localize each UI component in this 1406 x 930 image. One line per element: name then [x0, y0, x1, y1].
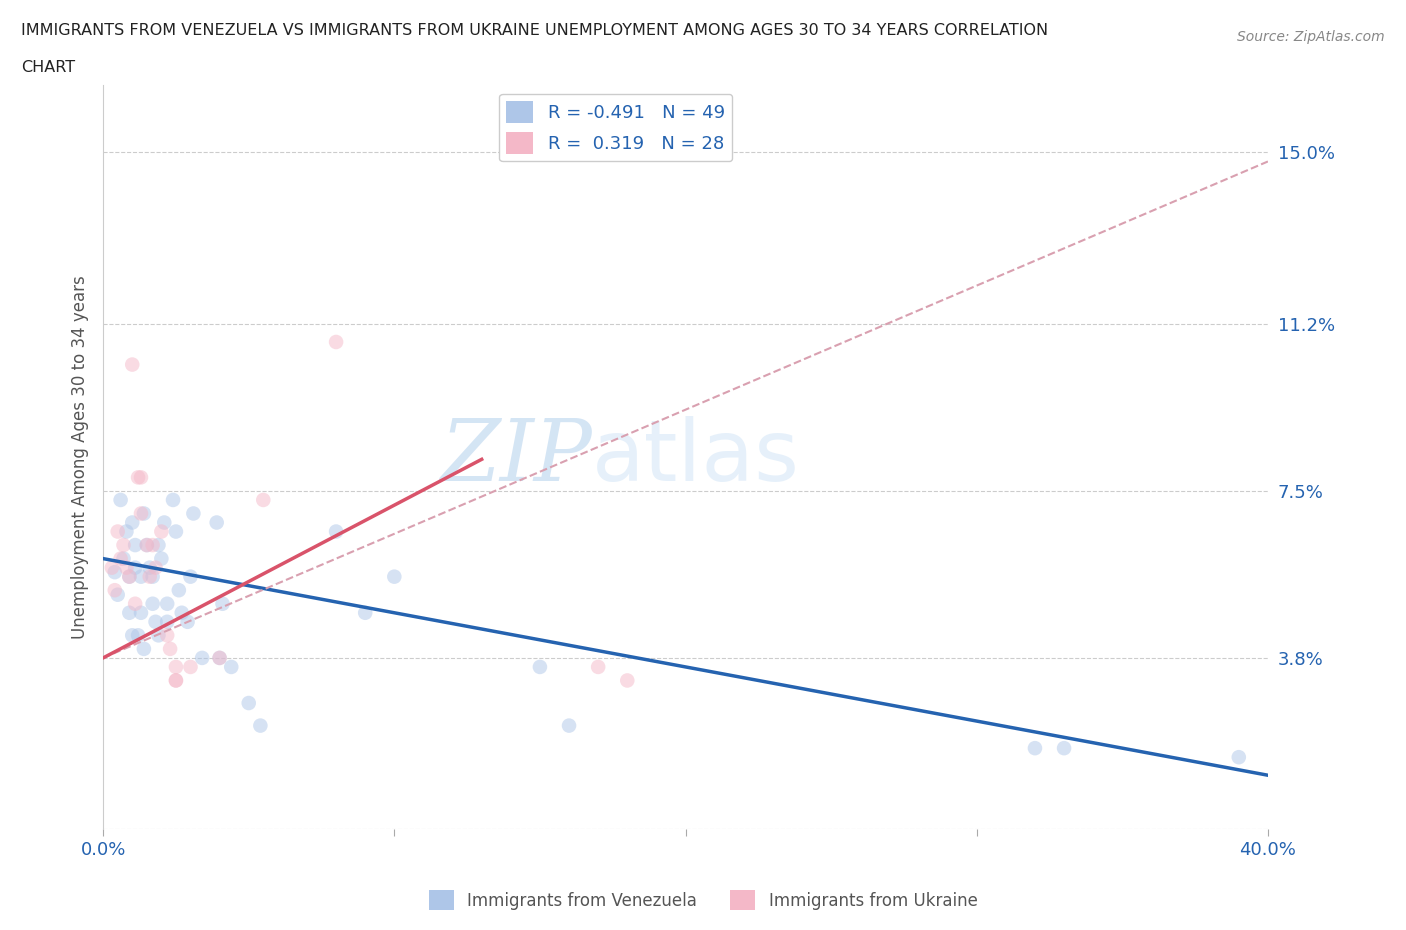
- Point: [159, 642, 181, 657]
- Point: [191, 650, 214, 665]
- Point: [107, 587, 129, 602]
- Point: [118, 605, 141, 620]
- Point: [208, 650, 231, 665]
- Point: [252, 493, 274, 508]
- Point: [142, 596, 165, 611]
- Point: [138, 569, 160, 584]
- Point: [104, 583, 127, 598]
- Point: [129, 569, 152, 584]
- Text: atlas: atlas: [592, 416, 800, 498]
- Point: [179, 569, 201, 584]
- Text: Source: ZipAtlas.com: Source: ZipAtlas.com: [1237, 30, 1385, 44]
- Point: [132, 506, 155, 521]
- Point: [156, 596, 179, 611]
- Point: [205, 515, 228, 530]
- Point: [179, 659, 201, 674]
- Point: [558, 718, 581, 733]
- Point: [110, 493, 132, 508]
- Point: [135, 538, 157, 552]
- Point: [165, 525, 187, 539]
- Point: [107, 525, 129, 539]
- Point: [183, 506, 205, 521]
- Point: [138, 560, 160, 575]
- Point: [118, 569, 141, 584]
- Point: [101, 560, 124, 575]
- Point: [382, 569, 405, 584]
- Point: [165, 673, 187, 688]
- Point: [121, 357, 143, 372]
- Point: [1227, 750, 1250, 764]
- Point: [132, 642, 155, 657]
- Point: [142, 569, 165, 584]
- Point: [124, 538, 146, 552]
- Point: [325, 525, 347, 539]
- Point: [156, 615, 179, 630]
- Point: [1053, 740, 1076, 755]
- Point: [129, 470, 152, 485]
- Point: [104, 565, 127, 579]
- Point: [176, 615, 198, 630]
- Point: [167, 583, 190, 598]
- Legend: R = -0.491   N = 49, R =  0.319   N = 28: R = -0.491 N = 49, R = 0.319 N = 28: [499, 94, 733, 161]
- Text: ZIP: ZIP: [440, 416, 592, 498]
- Point: [129, 506, 152, 521]
- Point: [142, 538, 165, 552]
- Point: [115, 560, 138, 575]
- Point: [616, 673, 638, 688]
- Point: [162, 493, 184, 508]
- Point: [208, 650, 231, 665]
- Point: [325, 335, 347, 350]
- Point: [127, 628, 149, 643]
- Point: [121, 515, 143, 530]
- Point: [150, 525, 173, 539]
- Point: [115, 525, 138, 539]
- Point: [219, 659, 242, 674]
- Point: [148, 538, 170, 552]
- Point: [148, 628, 170, 643]
- Point: [112, 551, 135, 566]
- Y-axis label: Unemployment Among Ages 30 to 34 years: Unemployment Among Ages 30 to 34 years: [72, 275, 89, 639]
- Point: [211, 596, 233, 611]
- Point: [249, 718, 271, 733]
- Point: [110, 551, 132, 566]
- Point: [529, 659, 551, 674]
- Point: [170, 605, 193, 620]
- Point: [124, 560, 146, 575]
- Point: [586, 659, 609, 674]
- Text: CHART: CHART: [21, 60, 75, 75]
- Point: [145, 615, 167, 630]
- Point: [121, 628, 143, 643]
- Text: IMMIGRANTS FROM VENEZUELA VS IMMIGRANTS FROM UKRAINE UNEMPLOYMENT AMONG AGES 30 : IMMIGRANTS FROM VENEZUELA VS IMMIGRANTS …: [21, 23, 1049, 38]
- Point: [118, 569, 141, 584]
- Point: [127, 470, 149, 485]
- Point: [129, 605, 152, 620]
- Point: [354, 605, 377, 620]
- Legend: Immigrants from Venezuela, Immigrants from Ukraine: Immigrants from Venezuela, Immigrants fr…: [422, 884, 984, 917]
- Point: [112, 538, 135, 552]
- Point: [165, 673, 187, 688]
- Point: [135, 538, 157, 552]
- Point: [145, 560, 167, 575]
- Point: [124, 596, 146, 611]
- Point: [150, 551, 173, 566]
- Point: [165, 659, 187, 674]
- Point: [238, 696, 260, 711]
- Point: [153, 515, 176, 530]
- Point: [156, 628, 179, 643]
- Point: [1024, 740, 1046, 755]
